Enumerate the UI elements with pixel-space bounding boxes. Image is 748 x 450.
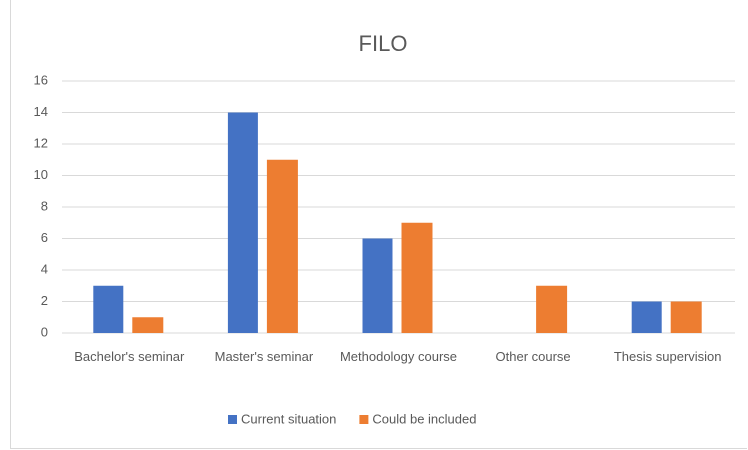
chart-frame — [10, 0, 747, 449]
legend-swatch — [228, 415, 237, 424]
y-tick-label: 6 — [41, 230, 48, 245]
bar — [536, 285, 568, 333]
bar — [401, 222, 433, 333]
chart-title: FILO — [359, 31, 408, 56]
legend-swatch — [359, 415, 369, 424]
x-tick-label: Methodology course — [339, 349, 458, 364]
bar — [631, 301, 662, 333]
y-tick-label: 8 — [41, 198, 48, 213]
bar — [227, 112, 258, 333]
bar — [132, 317, 164, 333]
legend-label: Could be included — [372, 411, 476, 426]
y-tick-label: 0 — [41, 324, 48, 339]
y-tick-label: 16 — [34, 72, 48, 87]
legend-label: Current situation — [241, 411, 336, 426]
x-tick-label: Master's seminar — [214, 349, 314, 364]
y-tick-label: 10 — [34, 167, 48, 182]
y-tick-label: 14 — [34, 104, 48, 119]
x-tick-label: Thesis supervision — [613, 349, 722, 364]
y-tick-label: 2 — [41, 293, 48, 308]
bar — [266, 159, 298, 333]
x-tick-label: Bachelor's seminar — [74, 349, 185, 364]
x-tick-label: Other course — [495, 349, 571, 364]
bar — [670, 301, 702, 333]
bar — [362, 238, 393, 333]
y-tick-label: 4 — [41, 261, 48, 276]
y-tick-label: 12 — [34, 135, 48, 150]
bar — [93, 285, 124, 333]
